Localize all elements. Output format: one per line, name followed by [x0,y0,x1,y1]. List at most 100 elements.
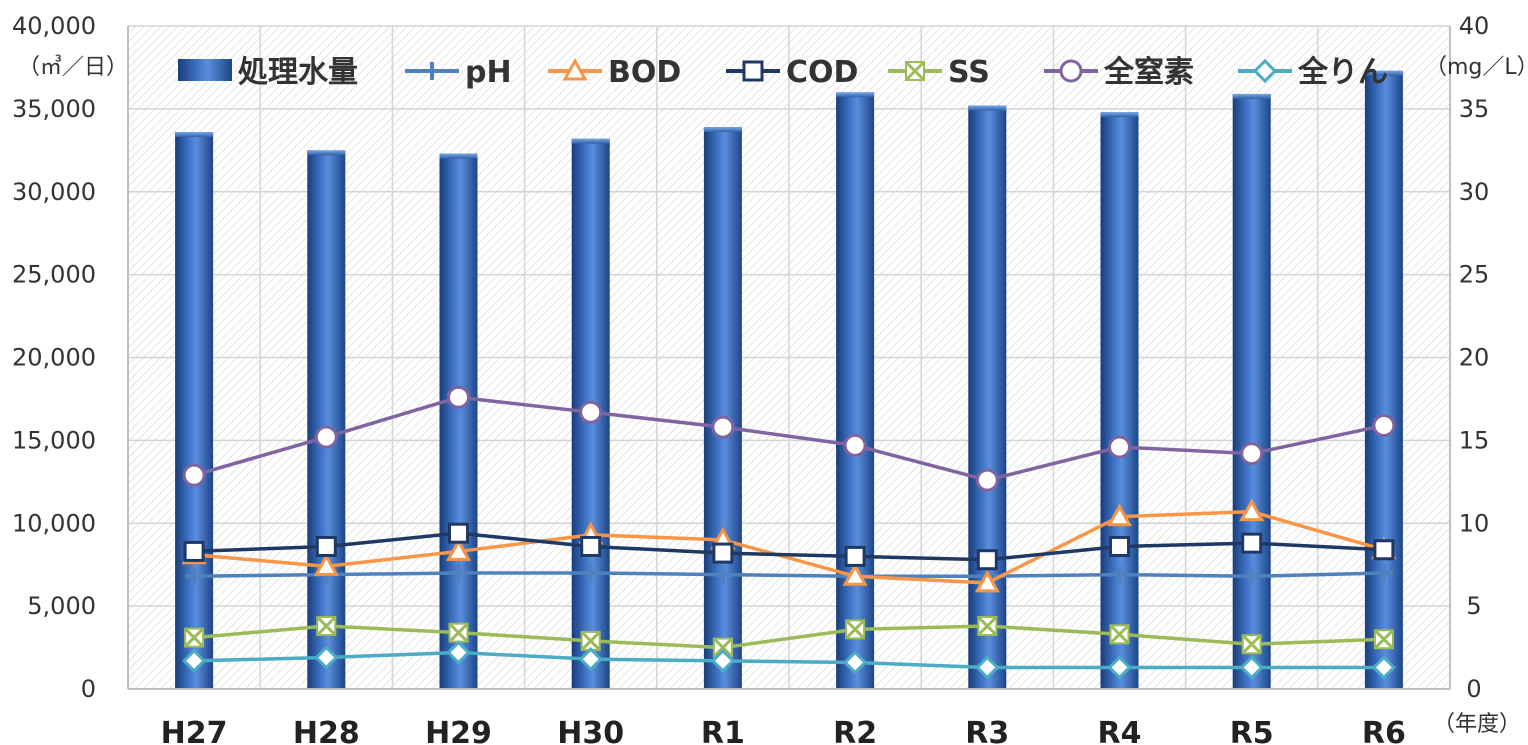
point-全窒素-H29 [447,385,470,409]
legend-label: 全窒素 [1103,55,1194,90]
category-label-R5: R5 [1230,716,1274,745]
point-SS-H29 [448,622,469,643]
marker-part [845,619,866,640]
right-tick-label: 40 [1459,12,1490,40]
series-line-pH [194,571,1384,579]
bar-cap-R1 [703,127,742,133]
point-pH-H29 [449,563,468,582]
category-label-R2: R2 [833,716,877,745]
point-pH-R4 [1110,565,1129,584]
left-tick-label: 10,000 [12,509,96,537]
bar-cap-R6 [1364,70,1403,76]
left-tick-label: 20,000 [12,344,96,372]
marker-part [904,60,926,82]
category-label-R1: R1 [701,716,745,745]
x-axis-unit: （年度） [1433,712,1521,737]
bar-R6 [1364,70,1403,689]
point-全りん-H29 [446,640,471,665]
legend-swatch-bar [178,59,232,81]
point-全りん-R1 [710,648,736,673]
legend-label: 全りん [1297,55,1388,90]
bar-cap-H27 [175,132,214,138]
bar-cap-R3 [968,105,1007,111]
bar-cap-H30 [571,138,610,144]
bar-cap-H28 [307,150,346,156]
point-SS-R4 [1109,624,1130,645]
left-tick-label: 25,000 [12,261,96,289]
point-BOD-R5 [1239,498,1265,522]
axes: 0 5,000 10,000 15,000 20,000 25,000 30,000 35,0… [12,12,1489,745]
point-BOD-R3 [974,569,1000,593]
point-SS-H28 [316,615,337,637]
category-label-H29: H29 [425,716,492,745]
marker-part [1109,624,1130,645]
legend-item-BOD: BOD [548,55,681,90]
point-全窒素-R2 [843,433,867,457]
point-全りん-H30 [578,647,603,672]
point-COD-H28 [315,535,337,557]
point-全窒素-H28 [314,425,338,449]
right-tick-label: 10 [1459,509,1490,537]
bar-cap-R4 [1100,112,1139,118]
point-全りん-H27 [181,648,207,673]
point-全窒素-R6 [1372,413,1396,437]
series-line-SS [193,624,1384,650]
point-全窒素-R3 [975,468,999,492]
point-BOD-H29 [445,538,472,561]
point-pH-H30 [581,563,600,582]
left-tick-label: 35,000 [12,95,96,123]
point-SS-R2 [845,619,866,640]
legend-label: SS [948,55,990,90]
point-全窒素-R4 [1108,435,1131,459]
right-tick-label: 5 [1466,592,1481,620]
legend-item-COD: COD [726,55,858,90]
bar-cap-H29 [439,153,478,159]
marker-part [977,615,998,637]
left-tick-label: 0 [81,675,96,703]
point-pH-R5 [1242,567,1261,586]
left-tick-label: 30,000 [12,178,96,206]
point-COD-R2 [844,545,866,567]
marker-part [712,637,733,658]
series-line-BOD [193,509,1385,585]
right-tick-label: 35 [1459,95,1490,123]
legend-marker [562,57,588,81]
category-label-R3: R3 [965,716,1009,745]
point-SS-H27 [184,627,205,648]
bar-H29 [439,153,478,689]
right-axis-unit: （mg／L） [1425,55,1528,80]
point-COD-H29 [448,522,469,544]
legend-marker [423,62,441,80]
category-label-H30: H30 [557,716,624,745]
point-pH-R1 [713,565,732,584]
legend-item-全窒素: 全窒素 [1044,55,1194,90]
category-label-H27: H27 [161,716,228,745]
left-tick-label: 40,000 [12,12,96,40]
bar-H27 [175,132,214,689]
legend-label: BOD [608,55,681,90]
point-SS-R6 [1373,629,1394,650]
legend-item-全りん: 全りん [1238,55,1388,90]
point-COD-R5 [1241,532,1263,554]
legend-label: pH [465,55,512,90]
bar-R2 [836,92,875,690]
marker-part [184,627,205,648]
point-BOD-R2 [842,563,868,586]
category-label-R4: R4 [1098,716,1142,745]
point-BOD-H28 [313,553,339,576]
point-SS-R5 [1241,634,1262,655]
point-全りん-R2 [842,650,868,675]
legend-item-処理水量: 処理水量 [178,55,358,90]
point-BOD-R4 [1106,503,1133,527]
series-line-全りん [194,650,1384,670]
point-COD-R3 [976,549,998,571]
point-全りん-R3 [975,655,1000,680]
right-tick-label: 30 [1459,178,1490,206]
point-COD-H27 [183,540,205,562]
bar-cap-R5 [1232,93,1271,99]
point-pH-H27 [185,567,204,586]
marker-part [580,630,601,651]
legend-marker [1252,58,1278,84]
legend-item-SS: SS [888,55,990,90]
